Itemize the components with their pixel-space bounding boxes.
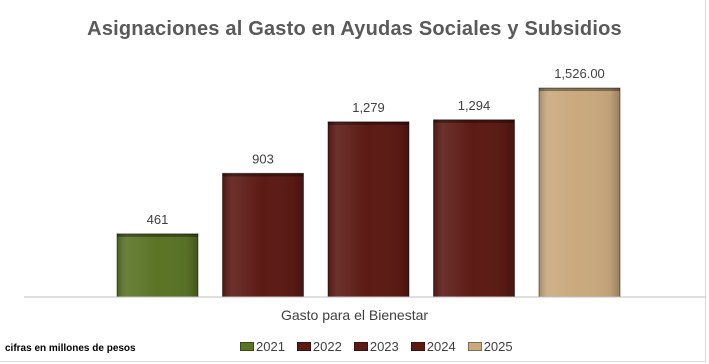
legend-label-2023: 2023 [370, 339, 399, 354]
legend-label-2021: 2021 [256, 339, 285, 354]
bar-shading-2023 [328, 122, 409, 297]
bar-top-edge-2021 [117, 234, 198, 237]
legend-item-2021: 2021 [240, 339, 285, 354]
units-note: cifras en millones de pesos [5, 343, 136, 354]
bar-shading-2024 [434, 120, 515, 297]
legend-item-2022: 2022 [297, 339, 342, 354]
legend-item-2023: 2023 [354, 339, 399, 354]
legend-swatch-2024 [411, 342, 425, 351]
bar-top-edge-2022 [223, 173, 304, 176]
legend-swatch-2023 [354, 342, 368, 351]
legend-label-2022: 2022 [313, 339, 342, 354]
legend-item-2024: 2024 [411, 339, 456, 354]
data-label-2025: 1,526.00 [554, 66, 605, 81]
legend-swatch-2025 [468, 342, 482, 351]
x-axis-label: Gasto para el Bienestar [0, 307, 709, 323]
legend-swatch-2021 [240, 342, 254, 351]
bar-shading-2021 [117, 234, 198, 297]
bar-shading-2025 [539, 88, 620, 297]
data-label-2024: 1,294 [458, 98, 491, 113]
legend-item-2025: 2025 [468, 339, 513, 354]
data-label-2023: 1,279 [352, 100, 385, 115]
bar-shading-2022 [223, 173, 304, 297]
legend-label-2024: 2024 [427, 339, 456, 354]
bar-top-edge-2025 [539, 88, 620, 91]
bar-top-edge-2023 [328, 122, 409, 125]
legend-swatch-2022 [297, 342, 311, 351]
data-label-2021: 461 [147, 212, 169, 227]
bar-top-edge-2024 [434, 120, 515, 123]
data-label-2022: 903 [252, 151, 274, 166]
legend-label-2025: 2025 [484, 339, 513, 354]
chart-legend: 2021 2022 2023 2024 2025 [240, 339, 513, 354]
